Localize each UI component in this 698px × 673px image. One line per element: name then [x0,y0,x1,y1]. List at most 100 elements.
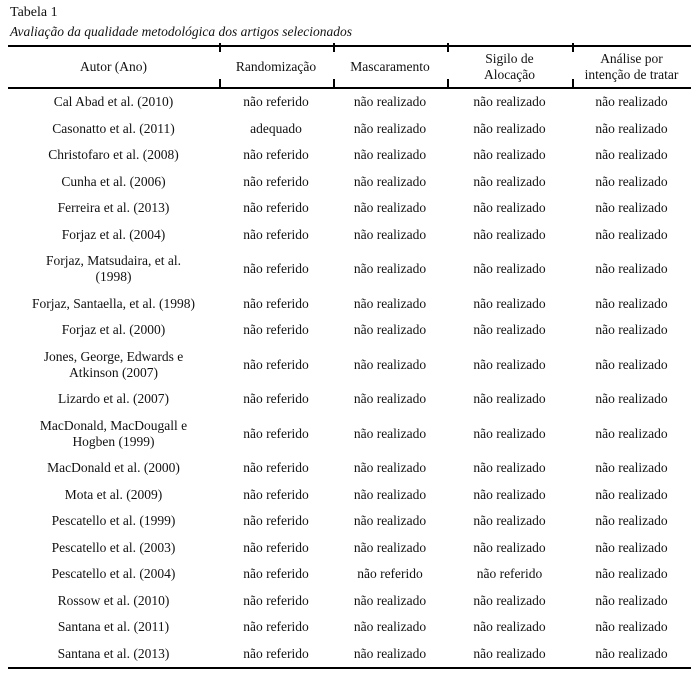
value-cell: não referido [357,566,423,582]
table-row: Santana et al. (2011) não referido não rea… [8,614,691,641]
value-cell: não realizado [595,322,668,338]
table-row: Christofaro et al. (2008) não referido não… [8,142,691,169]
value-cell: não realizado [473,391,546,407]
table-row: Casonatto et al. (2011) adequado não reali… [8,116,691,143]
table-row: Mota et al. (2009) não referido não realiz… [8,482,691,509]
value-cell: não realizado [353,592,427,608]
value-cell: não referido [243,261,309,277]
value-cell: não realizado [595,295,668,311]
author-cell: Pescatello et al. (1999) [51,513,176,529]
value-cell: não realizado [572,640,691,669]
author-cell: Forjaz et al. (2000) [61,322,166,338]
value-cell: não realizado [473,356,546,372]
value-cell: não realizado [595,391,668,407]
value-cell: não realizado [353,513,427,529]
value-cell: não realizado [353,391,427,407]
value-cell: não referido [243,173,309,189]
value-cell: não referido [243,295,309,311]
value-cell: não realizado [353,539,427,555]
author-cell: Jones, George, Edwards e Atkinson (2007) [43,348,184,380]
value-cell: não realizado [473,295,546,311]
author-cell: Ferreira et al. (2013) [57,200,170,216]
table-body: Cal Abad et al. (2010) não referido não re… [8,88,691,669]
author-cell: Forjaz et al. (2004) [61,226,166,242]
value-cell: não realizado [595,120,668,136]
quality-assessment-table: Autor (Ano) Randomização Mascaramento Si… [8,45,691,669]
table-row: Forjaz et al. (2000) não referido não real… [8,317,691,344]
value-cell: não realizado [473,539,546,555]
table-row: Forjaz, Santaella, et al. (1998) não refe… [8,291,691,318]
column-divider-tick [219,43,221,52]
column-divider-tick [333,79,335,88]
value-cell: não realizado [473,226,546,242]
value-cell: não realizado [353,200,427,216]
author-cell: Pescatello et al. (2003) [51,539,176,555]
value-cell: não realizado [595,425,668,441]
author-cell: Casonatto et al. (2011) [52,120,175,136]
table-subtitle: Avaliação da qualidade metodológica dos … [10,24,352,39]
author-cell: Lizardo et al. (2007) [58,391,169,407]
value-cell: não realizado [353,322,427,338]
table-row: Forjaz et al. (2004) não referido não real… [8,222,691,249]
author-cell: Rossow et al. (2010) [57,592,170,608]
value-cell: não realizado [595,200,668,216]
value-cell: não referido [243,200,309,216]
table-row: MacDonald, MacDougall e Hogben (1999) não… [8,413,691,456]
table-row: Cunha et al. (2006) não referido não reali… [8,169,691,196]
value-cell: não realizado [333,640,447,669]
value-cell: não realizado [473,619,546,635]
author-cell: Pescatello et al. (2004) [51,566,176,582]
value-cell: não realizado [473,592,546,608]
author-cell: Forjaz, Matsudaira, et al. (1998) [46,253,181,285]
value-cell: não realizado [353,460,427,476]
table-row: Rossow et al. (2010) não referido não real… [8,588,691,615]
value-cell: não realizado [353,425,427,441]
value-cell: não realizado [473,200,546,216]
column-divider-tick [333,43,335,52]
table-row: Pescatello et al. (2003) não referido não … [8,535,691,562]
value-cell: não realizado [353,173,427,189]
value-cell: não realizado [595,147,668,163]
header-row: Autor (Ano) Randomização Mascaramento Si… [8,45,691,89]
table-header: Autor (Ano) Randomização Mascaramento Si… [8,45,691,89]
value-cell: não referido [243,391,309,407]
value-cell: não realizado [595,486,668,502]
value-cell: não realizado [353,147,427,163]
column-header-randomizacao: Randomização [219,45,333,89]
quality-table-wrapper: Autor (Ano) Randomização Mascaramento Si… [8,43,691,669]
value-cell: adequado [250,120,302,136]
value-cell: não referido [243,147,309,163]
column-divider-tick [572,79,574,88]
value-cell: não realizado [353,120,427,136]
column-divider-tick [219,79,221,88]
value-cell: não referido [243,566,309,582]
value-cell: não realizado [473,120,546,136]
table-row: Santana et al. (2013) não referido não rea… [8,640,691,669]
value-cell: não realizado [595,619,668,635]
value-cell: não realizado [353,486,427,502]
value-cell: não referido [243,592,309,608]
value-cell: não referido [243,460,309,476]
value-cell: não realizado [473,513,546,529]
value-cell: não realizado [473,147,546,163]
value-cell: não realizado [473,460,546,476]
value-cell: não referido [243,539,309,555]
value-cell: não realizado [595,94,668,110]
author-cell: Santana et al. (2013) [8,640,219,669]
table-row: Forjaz, Matsudaira, et al. (1998) não ref… [8,248,691,291]
author-cell: Christofaro et al. (2008) [48,147,179,163]
value-cell: não realizado [353,295,427,311]
value-cell: não referido [243,513,309,529]
table-row: Cal Abad et al. (2010) não referido não re… [8,88,691,116]
value-cell: não realizado [595,226,668,242]
author-cell: Cunha et al. (2006) [61,173,166,189]
value-cell: não realizado [595,513,668,529]
author-cell: Mota et al. (2009) [64,486,163,502]
value-cell: não realizado [353,356,427,372]
author-cell: Forjaz, Santaella, et al. (1998) [31,295,196,311]
value-cell: não realizado [595,566,668,582]
value-cell: não realizado [353,619,427,635]
column-divider-tick [447,79,449,88]
author-cell: MacDonald et al. (2000) [47,460,180,476]
